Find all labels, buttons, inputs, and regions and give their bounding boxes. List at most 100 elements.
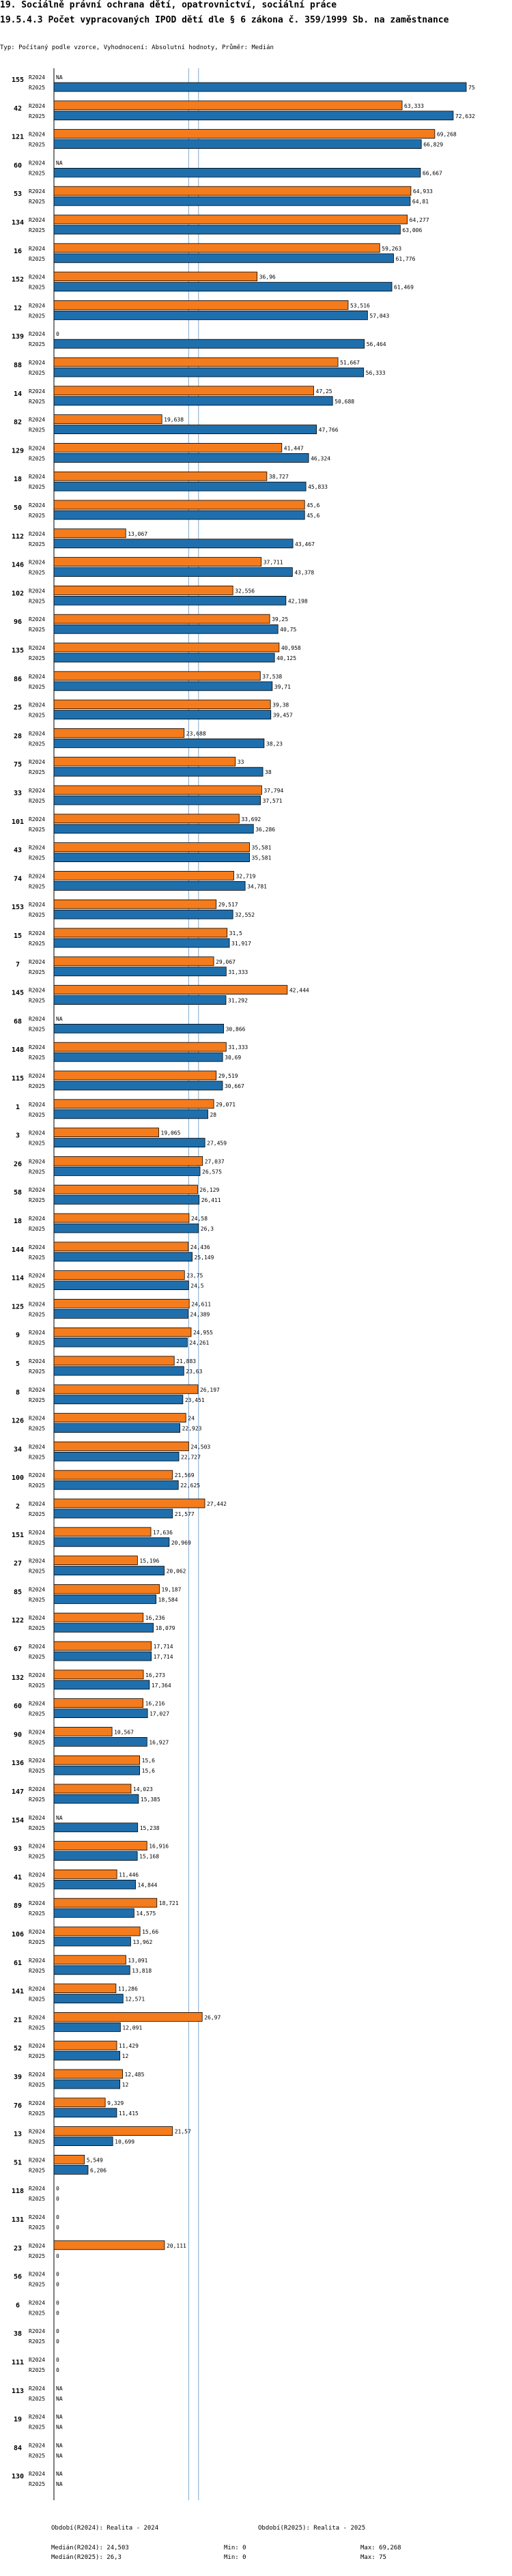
bar-r2024	[53, 1556, 138, 1566]
data-label-r2024: 39,38	[272, 702, 289, 709]
series-label-r2025: R2025	[29, 113, 45, 119]
series-label-r2024: R2024	[29, 2129, 45, 2135]
data-label-r2024: 24,436	[190, 1244, 210, 1250]
data-label-r2025: 23,63	[186, 1369, 202, 1375]
group-label: 147	[12, 1788, 24, 1796]
data-label-r2025: 66,829	[423, 142, 443, 148]
series-label-r2024: R2024	[29, 1444, 45, 1450]
series-label-r2025: R2025	[29, 1540, 45, 1546]
data-label-r2024: 69,268	[437, 132, 457, 138]
series-label-r2025: R2025	[29, 1711, 45, 1717]
bar-r2025	[53, 1337, 188, 1347]
series-label-r2024: R2024	[29, 816, 45, 822]
series-label-r2025: R2025	[29, 2396, 45, 2402]
data-label-r2024: 63,333	[404, 103, 424, 109]
series-label-r2025: R2025	[29, 1483, 45, 1489]
data-label-r2024: 24,611	[191, 1301, 211, 1307]
group-label: 25	[14, 704, 22, 712]
group-label: 9	[16, 1332, 20, 1339]
bar-r2025	[53, 1223, 199, 1233]
bar-r2024	[53, 1498, 205, 1508]
series-label-r2025: R2025	[29, 1340, 45, 1346]
bar-r2024	[53, 700, 271, 709]
bar-r2024	[53, 1213, 190, 1223]
series-label-r2024: R2024	[29, 645, 45, 651]
bar-r2025	[53, 739, 265, 748]
series-label-r2025: R2025	[29, 1825, 45, 1831]
bar-r2024	[53, 2126, 173, 2136]
group-label: 67	[14, 1646, 22, 1653]
bar-r2024	[53, 1841, 147, 1851]
bar-r2024	[53, 1726, 113, 1736]
data-label-r2025: 64,81	[412, 199, 429, 205]
data-label-r2024: 36,96	[259, 274, 276, 281]
data-label-r2025: 26,575	[202, 1169, 222, 1175]
chart-title: 19.5.4.3 Počet vypracovaných IPOD dětí d…	[0, 15, 449, 25]
series-label-r2024: R2024	[29, 1844, 45, 1850]
bar-r2024	[53, 814, 240, 824]
series-label-r2024: R2024	[29, 1187, 45, 1193]
data-label-r2025: 40,125	[276, 655, 296, 661]
bar-r2025	[53, 1252, 193, 1262]
data-label-r2025: 24,389	[190, 1311, 210, 1317]
data-label-r2025: 26,411	[201, 1197, 221, 1203]
bar-r2024	[53, 528, 126, 539]
bar-r2025	[53, 1566, 165, 1576]
group-label: 43	[14, 847, 22, 855]
bar-r2024	[53, 129, 436, 139]
bar-r2025	[53, 2050, 121, 2061]
bar-r2025	[53, 1167, 201, 1176]
series-label-r2025: R2025	[29, 941, 45, 947]
data-label-r2025: 36,286	[255, 827, 275, 833]
group-label: 96	[14, 618, 22, 626]
data-label-r2024: 16,236	[145, 1615, 165, 1621]
group-label: 84	[14, 2444, 22, 2452]
series-label-r2025: R2025	[29, 2253, 45, 2259]
bar-r2025	[53, 111, 454, 121]
data-label-r2024: 0	[56, 2214, 59, 2220]
data-label-r2024: 0	[56, 2272, 59, 2278]
data-label-r2024: 18,721	[159, 1900, 179, 1906]
group-label: 60	[14, 1703, 22, 1711]
series-label-r2024: R2024	[29, 302, 45, 309]
series-label-r2025: R2025	[29, 2224, 45, 2231]
data-label-r2024: 27,037	[205, 1158, 225, 1164]
bar-r2025	[53, 510, 305, 520]
group-label: 2	[16, 1503, 20, 1511]
series-label-r2025: R2025	[29, 912, 45, 918]
data-label-r2025: 45,833	[308, 484, 328, 490]
data-label-r2025: 11,415	[119, 2110, 139, 2117]
bar-r2024	[53, 899, 217, 909]
series-label-r2025: R2025	[29, 1882, 45, 1888]
data-label-r2024: 11,446	[119, 1872, 139, 1878]
group-label: 42	[14, 105, 22, 113]
bar-r2024	[53, 1128, 159, 1137]
group-label: 61	[14, 1960, 22, 1967]
bar-r2025	[53, 225, 401, 235]
bar-r2025	[53, 1423, 181, 1433]
group-label: 19	[14, 2416, 22, 2424]
group-label: 52	[14, 2045, 22, 2052]
bar-r2024	[53, 642, 280, 653]
series-label-r2024: R2024	[29, 274, 45, 281]
series-label-r2025: R2025	[29, 341, 45, 347]
series-label-r2025: R2025	[29, 1910, 45, 1917]
bar-r2025	[53, 1908, 134, 1918]
group-label: 90	[14, 1731, 22, 1738]
series-label-r2024: R2024	[29, 1786, 45, 1792]
data-label-r2025: 17,027	[150, 1711, 169, 1717]
data-label-r2024: 11,286	[118, 1986, 138, 1992]
data-label-r2025: 72,632	[455, 113, 475, 119]
series-label-r2024: R2024	[29, 474, 45, 480]
bar-r2025	[53, 253, 394, 263]
data-label-r2024: 24,503	[190, 1444, 210, 1450]
bar-r2025	[53, 795, 261, 805]
group-label: 8	[16, 1389, 20, 1397]
group-label: 18	[14, 476, 22, 483]
bar-r2024	[53, 471, 268, 481]
data-label-r2025: 13,818	[132, 1968, 152, 1974]
bar-r2025	[53, 1879, 136, 1889]
group-label: 56	[14, 2274, 22, 2281]
group-label: 89	[14, 1902, 22, 1910]
